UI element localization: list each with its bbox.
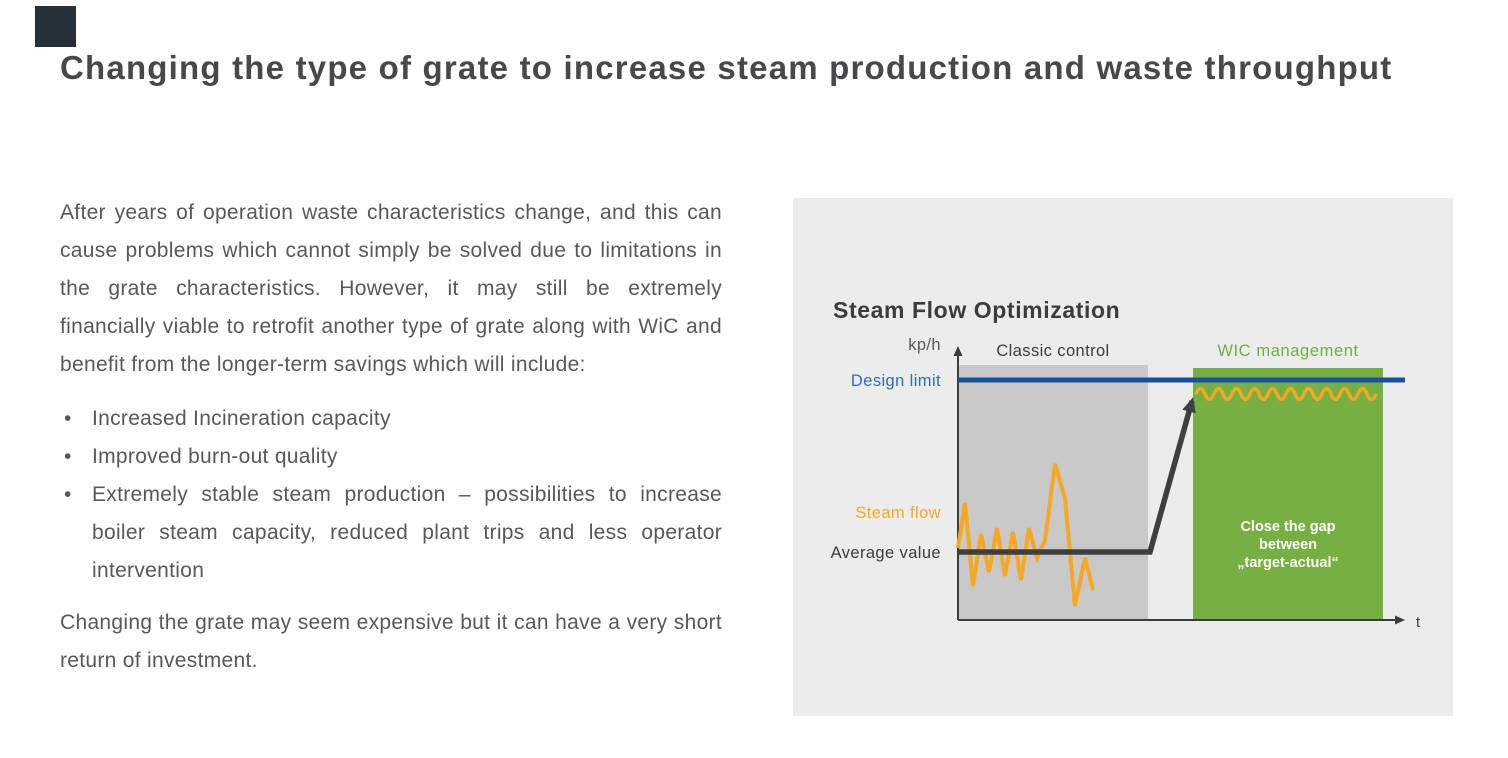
logo-square (35, 6, 76, 47)
y-axis-unit-label: kp/h (908, 336, 941, 354)
classic-control-region (959, 365, 1148, 620)
diagram-title: Steam Flow Optimization (833, 297, 1120, 323)
design-limit-label: Design limit (851, 372, 941, 390)
steam-flow-diagram: Steam Flow Optimization t kp/h Classic c… (831, 297, 1421, 631)
intro-paragraph: After years of operation waste character… (60, 201, 722, 376)
wic-management-label: WIC management (1217, 342, 1358, 360)
average-value-rise-arrow (959, 397, 1196, 555)
x-axis-label: t (1416, 614, 1421, 631)
average-value-label: Average value (831, 544, 941, 562)
body-copy: After years of operation waste character… (60, 194, 722, 680)
wic-management-region (1193, 368, 1383, 620)
benefits-list: Increased Incineration capacity Improved… (60, 400, 722, 590)
gap-note-line3: „target-actual“ (1237, 555, 1339, 571)
closing-paragraph: Changing the grate may seem expensive bu… (60, 611, 722, 672)
page-title: Changing the type of grate to increase s… (60, 49, 1393, 86)
list-item: Increased Incineration capacity (60, 400, 722, 438)
classic-control-label: Classic control (996, 342, 1109, 360)
list-item: Improved burn-out quality (60, 438, 722, 476)
gap-note-line2: between (1259, 537, 1317, 553)
gap-note-line1: Close the gap (1240, 519, 1335, 535)
list-item: Extremely stable steam production – poss… (60, 476, 722, 590)
steam-flow-diagram-panel: Steam Flow Optimization t kp/h Classic c… (793, 198, 1453, 716)
steam-flow-stable-wave (1194, 386, 1378, 402)
steam-flow-label: Steam flow (855, 504, 941, 522)
